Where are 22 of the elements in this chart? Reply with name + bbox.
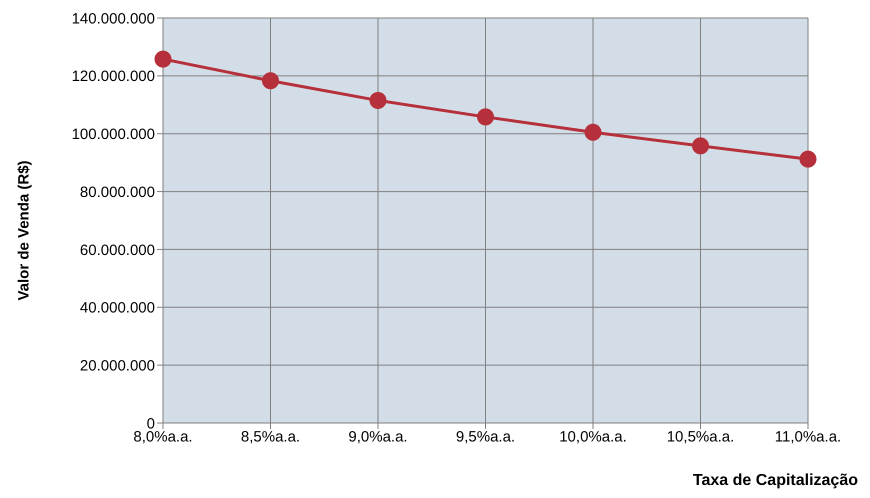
x-tick-label: 9,5%a.a. [456,428,516,446]
point [692,137,709,154]
point [477,108,494,126]
point [584,124,602,141]
y-tick-label: 60.000.000 [80,242,155,259]
x-axis-title: Taxa de Capitalização [692,472,858,490]
x-tick-label: 10,0%a.a. [559,428,627,446]
point [800,150,816,168]
x-tick-label: 8,5%a.a. [240,428,300,446]
point [262,72,279,90]
point [154,50,172,68]
y-tick-label: 100.000.000 [72,126,155,144]
y-tick-label: 20.000.000 [80,357,155,374]
x-tick-label: 11,0%a.a. [774,428,842,446]
x-tick-label: 10,5%a.a. [666,428,734,446]
y-tick-label: 80.000.000 [80,184,155,201]
point [370,92,386,109]
y-tick-label: 40.000.000 [80,300,155,317]
y-tick-label: 120.000.000 [72,68,155,86]
y-tick-label: 140.000.000 [72,10,155,28]
y-axis-title: Valor de Venda (R$) [15,160,32,300]
x-tick-label: 9,0%a.a. [348,428,408,446]
